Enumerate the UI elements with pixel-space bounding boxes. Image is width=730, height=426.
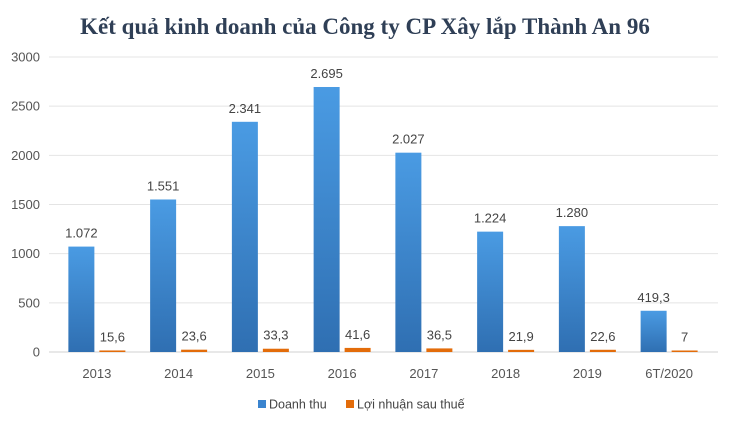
data-label: 1.072 <box>65 226 98 241</box>
bar-loi-nhuan <box>671 350 698 352</box>
bar-loi-nhuan <box>262 348 289 352</box>
data-label: 23,6 <box>181 329 206 344</box>
y-tick-label: 2500 <box>11 99 40 114</box>
data-label: 1.224 <box>474 211 507 226</box>
legend-label: Lợi nhuận sau thuế <box>357 398 465 412</box>
bar-loi-nhuan <box>426 348 453 352</box>
x-tick-label: 6T/2020 <box>645 366 693 381</box>
bar-doanh-thu <box>231 121 258 352</box>
x-tick-label: 2014 <box>164 366 193 381</box>
bar-doanh-thu <box>640 310 667 352</box>
data-label: 21,9 <box>508 329 533 344</box>
bar-loi-nhuan <box>508 349 535 352</box>
x-tick-label: 2013 <box>82 366 111 381</box>
data-label: 419,3 <box>637 290 670 305</box>
bar-doanh-thu <box>477 231 504 352</box>
legend-label: Doanh thu <box>269 398 327 412</box>
data-label: 7 <box>681 330 688 345</box>
data-label: 1.280 <box>556 205 589 220</box>
data-label: 2.695 <box>310 66 343 81</box>
data-label: 15,6 <box>100 329 125 344</box>
y-tick-label: 3000 <box>11 50 40 65</box>
y-tick-label: 1000 <box>11 246 40 261</box>
y-tick-label: 1500 <box>11 197 40 212</box>
data-label: 2.341 <box>229 101 262 116</box>
bar-loi-nhuan <box>589 349 616 352</box>
bar-loi-nhuan <box>99 350 126 352</box>
y-tick-label: 2000 <box>11 148 40 163</box>
legend-swatch <box>258 400 266 408</box>
bar-loi-nhuan <box>181 349 208 352</box>
x-tick-label: 2016 <box>328 366 357 381</box>
data-label: 33,3 <box>263 328 288 343</box>
x-tick-label: 2019 <box>573 366 602 381</box>
data-label: 2.027 <box>392 132 425 147</box>
x-tick-label: 2018 <box>491 366 520 381</box>
bar-doanh-thu <box>150 199 177 352</box>
legend-swatch <box>346 400 354 408</box>
bar-loi-nhuan <box>344 347 371 352</box>
y-tick-label: 500 <box>18 295 40 310</box>
data-label: 22,6 <box>590 329 615 344</box>
chart-title: Kết quả kinh doanh của Công ty CP Xây lắ… <box>80 14 650 39</box>
data-label: 36,5 <box>427 327 452 342</box>
data-label: 1.551 <box>147 178 180 193</box>
bar-doanh-thu <box>395 152 422 352</box>
bar-doanh-thu <box>313 86 340 352</box>
bar-doanh-thu <box>558 226 585 352</box>
x-tick-label: 2017 <box>409 366 438 381</box>
x-tick-label: 2015 <box>246 366 275 381</box>
data-label: 41,6 <box>345 327 370 342</box>
y-tick-label: 0 <box>33 345 40 360</box>
bar-doanh-thu <box>68 246 95 352</box>
